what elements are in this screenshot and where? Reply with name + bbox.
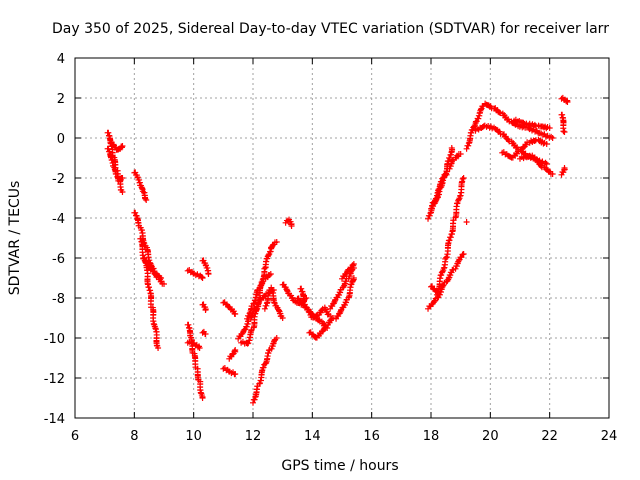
x-tick-label: 6 bbox=[71, 429, 79, 444]
y-axis-label: SDTVAR / TECUs bbox=[7, 181, 23, 296]
data-point-markers bbox=[463, 219, 470, 225]
y-tick-label: -8 bbox=[52, 292, 65, 307]
series-arc-21 bbox=[261, 284, 286, 321]
series-arc-37 bbox=[499, 136, 550, 161]
data-point-markers bbox=[184, 338, 203, 351]
data-point-markers bbox=[220, 299, 239, 317]
series-arc-19 bbox=[244, 271, 274, 322]
data-point-markers bbox=[107, 139, 126, 153]
y-tick-label: -12 bbox=[44, 372, 65, 387]
x-tick-label: 20 bbox=[482, 429, 499, 444]
series-arc-22 bbox=[282, 216, 295, 229]
x-axis-label: GPS time / hours bbox=[281, 458, 398, 474]
series-arc-31 bbox=[428, 151, 464, 212]
series-arc-27 bbox=[327, 265, 357, 312]
series-arc-8 bbox=[184, 321, 206, 401]
series-arc-39 bbox=[517, 152, 556, 177]
data-point-markers bbox=[199, 328, 209, 337]
series-arc-7 bbox=[140, 255, 165, 281]
series-arc-10 bbox=[184, 338, 203, 351]
series-arc-20 bbox=[250, 335, 280, 406]
data-point-markers bbox=[499, 136, 550, 161]
data-point-markers bbox=[104, 145, 126, 183]
data-marks bbox=[104, 94, 571, 406]
data-point-markers bbox=[558, 111, 568, 135]
x-tick-label: 10 bbox=[185, 429, 202, 444]
series-arc-2 bbox=[104, 145, 126, 183]
data-point-markers bbox=[558, 94, 571, 105]
series-arc-38 bbox=[511, 116, 553, 132]
series-arc-3 bbox=[107, 139, 126, 153]
plot-frame bbox=[74, 57, 610, 419]
data-point-markers bbox=[199, 301, 209, 313]
series-arc-15 bbox=[220, 299, 239, 317]
y-tick-label: -4 bbox=[52, 212, 65, 227]
y-tick-label: 0 bbox=[57, 132, 65, 147]
data-point-markers bbox=[297, 285, 334, 321]
y-tick-label: -6 bbox=[52, 252, 65, 267]
series-arc-26 bbox=[297, 285, 334, 321]
series-arc-13 bbox=[199, 328, 209, 337]
series-arc-4 bbox=[131, 169, 150, 203]
series-arc-5 bbox=[131, 209, 167, 287]
y-tick-label: 2 bbox=[57, 92, 65, 107]
x-tick-label: 16 bbox=[363, 429, 380, 444]
data-point-markers bbox=[184, 267, 206, 281]
series-arc-41 bbox=[558, 165, 568, 178]
series-arc-16 bbox=[226, 347, 239, 362]
series-arc-42 bbox=[558, 111, 568, 135]
data-point-markers bbox=[327, 265, 357, 312]
series-arc-14 bbox=[220, 365, 239, 378]
y-tick-label: 4 bbox=[57, 52, 65, 67]
series-arc-6 bbox=[137, 235, 162, 351]
data-point-markers bbox=[339, 261, 357, 282]
data-point-markers bbox=[511, 116, 553, 132]
y-tick-label: -14 bbox=[44, 412, 65, 427]
data-point-markers bbox=[199, 257, 212, 277]
series-arc-43 bbox=[463, 219, 470, 225]
data-point-markers bbox=[244, 271, 274, 322]
x-tick-label: 22 bbox=[541, 429, 558, 444]
data-point-markers bbox=[306, 315, 337, 341]
series-arc-12 bbox=[199, 301, 209, 313]
data-point-markers bbox=[131, 209, 167, 287]
series-arc-34 bbox=[428, 283, 440, 295]
data-point-markers bbox=[333, 275, 357, 322]
series-arc-11 bbox=[199, 257, 212, 277]
y-tick-label: -10 bbox=[44, 332, 65, 347]
data-point-markers bbox=[220, 365, 239, 378]
data-point-markers bbox=[250, 335, 280, 406]
grid-lines bbox=[75, 58, 609, 418]
data-point-markers bbox=[428, 283, 440, 295]
data-point-markers bbox=[131, 169, 150, 203]
series-arc-28 bbox=[333, 275, 357, 322]
x-tick-label: 24 bbox=[601, 429, 618, 444]
data-point-markers bbox=[137, 235, 162, 351]
series-arc-40 bbox=[558, 94, 571, 105]
x-tick-label: 8 bbox=[130, 429, 138, 444]
data-point-markers bbox=[261, 284, 286, 321]
data-point-markers bbox=[282, 216, 295, 229]
series-arc-9 bbox=[184, 267, 206, 281]
y-tick-label: -2 bbox=[52, 172, 65, 187]
x-tick-label: 18 bbox=[423, 429, 440, 444]
data-point-markers bbox=[184, 321, 206, 401]
x-tick-label: 14 bbox=[304, 429, 321, 444]
data-point-markers bbox=[140, 255, 165, 281]
data-point-markers bbox=[517, 152, 556, 177]
chart-title: Day 350 of 2025, Sidereal Day-to-day VTE… bbox=[52, 21, 609, 37]
data-point-markers bbox=[558, 165, 568, 178]
series-arc-29 bbox=[339, 261, 357, 282]
data-point-markers bbox=[428, 151, 464, 212]
x-tick-label: 12 bbox=[245, 429, 262, 444]
data-point-markers bbox=[226, 347, 239, 362]
series-arc-25 bbox=[306, 315, 337, 341]
